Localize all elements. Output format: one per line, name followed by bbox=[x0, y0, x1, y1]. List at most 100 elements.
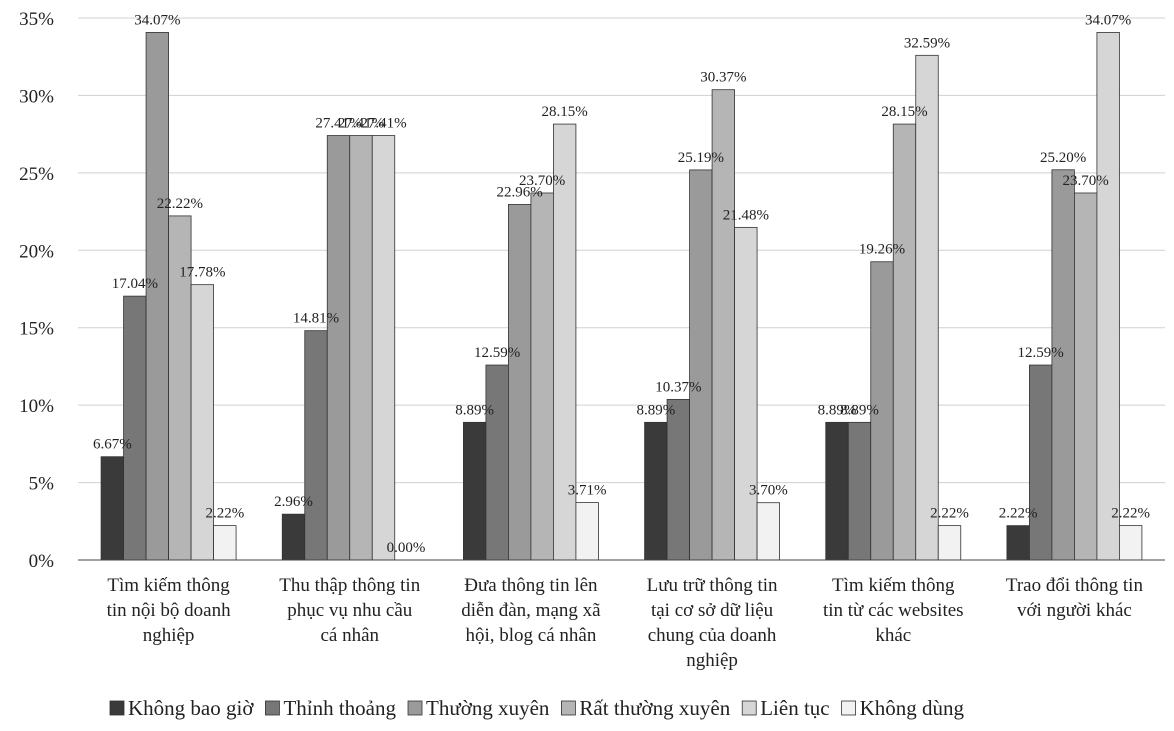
data-label: 2.22% bbox=[999, 506, 1038, 522]
data-label: 23.70% bbox=[1063, 173, 1109, 189]
category-label: Thu thập thông tin phục vụ nhu cầu cá nhân bbox=[279, 575, 420, 646]
data-label: 22.22% bbox=[157, 196, 203, 212]
data-label: 27.41% bbox=[360, 116, 406, 132]
data-label: 25.20% bbox=[1040, 150, 1086, 166]
legend-label: Thường xuyên bbox=[426, 696, 550, 720]
bar bbox=[644, 421, 668, 561]
y-tick-label: 35% bbox=[19, 9, 54, 30]
bar bbox=[1096, 32, 1120, 561]
legend-item: Thỉnh thoảng bbox=[265, 696, 397, 720]
y-tick-label: 15% bbox=[19, 319, 54, 340]
data-label: 8.89% bbox=[455, 402, 494, 418]
data-label: 19.26% bbox=[859, 242, 905, 258]
data-label: 12.59% bbox=[474, 345, 520, 361]
y-axis-ticks: 0% 5% 10% 15% 20% 25% 30% 35% bbox=[19, 9, 54, 572]
data-label: 2.22% bbox=[205, 506, 244, 522]
grid bbox=[78, 17, 1165, 484]
category-label: Trao đổi thông tin với người khác bbox=[1006, 575, 1144, 621]
bar bbox=[485, 364, 509, 561]
data-labels: 6.67%2.96%8.89% 8.89% 8.89%2.22%17.04%14.8… bbox=[93, 12, 1150, 556]
bar bbox=[508, 204, 532, 561]
category-labels: Tìm kiếm thông tin nội bộ doanh nghiệp Thu … bbox=[107, 575, 1144, 671]
data-label: 25.19% bbox=[678, 150, 724, 166]
legend-item: Rất thường xuyên bbox=[561, 696, 731, 720]
legend-item: Thường xuyên bbox=[407, 696, 550, 720]
data-label: 0.00% bbox=[387, 540, 426, 556]
data-label: 2.22% bbox=[930, 506, 969, 522]
data-label: 8.89% bbox=[636, 402, 675, 418]
data-label: 34.07% bbox=[1085, 12, 1131, 28]
bar bbox=[689, 169, 713, 561]
bar bbox=[847, 421, 872, 561]
legend-swatch bbox=[561, 700, 576, 716]
bar bbox=[575, 502, 599, 561]
data-label: 23.70% bbox=[519, 173, 565, 189]
legend-swatch bbox=[741, 700, 757, 716]
data-label: 22.96% bbox=[497, 184, 543, 200]
bar bbox=[371, 135, 396, 561]
bars bbox=[100, 32, 1143, 561]
category-label: Đưa thông tin lên diễn đàn, mạng xã hội, b… bbox=[461, 575, 601, 646]
legend-swatch bbox=[109, 700, 125, 716]
data-label: 28.15% bbox=[881, 104, 927, 120]
y-tick-label: 30% bbox=[19, 86, 54, 107]
bar bbox=[1074, 192, 1098, 561]
data-label: 27.41% bbox=[315, 116, 361, 132]
data-label: 2.22% bbox=[1111, 506, 1150, 522]
bar bbox=[281, 513, 306, 561]
bar bbox=[304, 330, 328, 561]
data-label: 10.37% bbox=[655, 379, 701, 395]
data-label: 30.37% bbox=[700, 70, 746, 86]
category-label: Lưu trữ thông tin tại cơ sở dữ liệu chung … bbox=[647, 575, 778, 671]
bar bbox=[825, 421, 849, 561]
bar bbox=[734, 226, 758, 561]
data-label: 21.48% bbox=[723, 207, 769, 223]
bar bbox=[326, 135, 351, 561]
data-label: 28.15% bbox=[542, 104, 588, 120]
bar bbox=[123, 295, 147, 561]
data-label: 3.71% bbox=[568, 483, 607, 499]
data-label: 17.78% bbox=[179, 265, 225, 281]
bar bbox=[213, 525, 237, 561]
y-tick-label: 10% bbox=[19, 396, 54, 417]
legend-swatch bbox=[265, 700, 280, 716]
bar bbox=[666, 399, 690, 561]
y-tick-label: 0% bbox=[29, 551, 55, 572]
bar bbox=[145, 32, 169, 561]
bar bbox=[892, 123, 917, 561]
data-label: 6.67% bbox=[93, 437, 132, 453]
bar bbox=[915, 54, 939, 561]
data-label: 2.96% bbox=[274, 494, 313, 510]
data-label: 8.89% bbox=[840, 402, 879, 418]
y-tick-label: 25% bbox=[19, 164, 54, 185]
y-tick-label: 20% bbox=[19, 241, 54, 262]
bar bbox=[1051, 169, 1075, 561]
data-label: 27.41% bbox=[338, 116, 384, 132]
legend-item: Không dùng bbox=[841, 696, 965, 720]
bar bbox=[756, 502, 780, 561]
legend-label: Không dùng bbox=[860, 696, 965, 720]
data-label: 14.81% bbox=[293, 311, 339, 327]
bar bbox=[1119, 525, 1143, 561]
bar bbox=[937, 525, 962, 561]
legend-item: Liên tục bbox=[741, 696, 830, 720]
legend-label: Liên tục bbox=[760, 696, 829, 720]
bar bbox=[349, 135, 373, 561]
data-label: 3.70% bbox=[749, 483, 788, 499]
legend-label: Không bao giờ bbox=[128, 696, 254, 720]
bar bbox=[1029, 364, 1053, 561]
bar bbox=[530, 192, 554, 561]
data-label: 32.59% bbox=[904, 35, 950, 51]
bar bbox=[1006, 525, 1030, 561]
category-label: Tìm kiếm thông tin từ các websites khác bbox=[823, 575, 964, 646]
bar bbox=[463, 421, 487, 561]
legend-swatch bbox=[407, 700, 423, 716]
data-label: 17.04% bbox=[112, 276, 158, 292]
legend-item: Không bao giờ bbox=[109, 696, 254, 720]
bar bbox=[100, 456, 124, 561]
data-label: 8.89% bbox=[818, 402, 857, 418]
legend-label: Thỉnh thoảng bbox=[283, 696, 396, 720]
data-label: 12.59% bbox=[1018, 345, 1064, 361]
category-label: Tìm kiếm thông tin nội bộ doanh nghiệp bbox=[107, 575, 232, 646]
